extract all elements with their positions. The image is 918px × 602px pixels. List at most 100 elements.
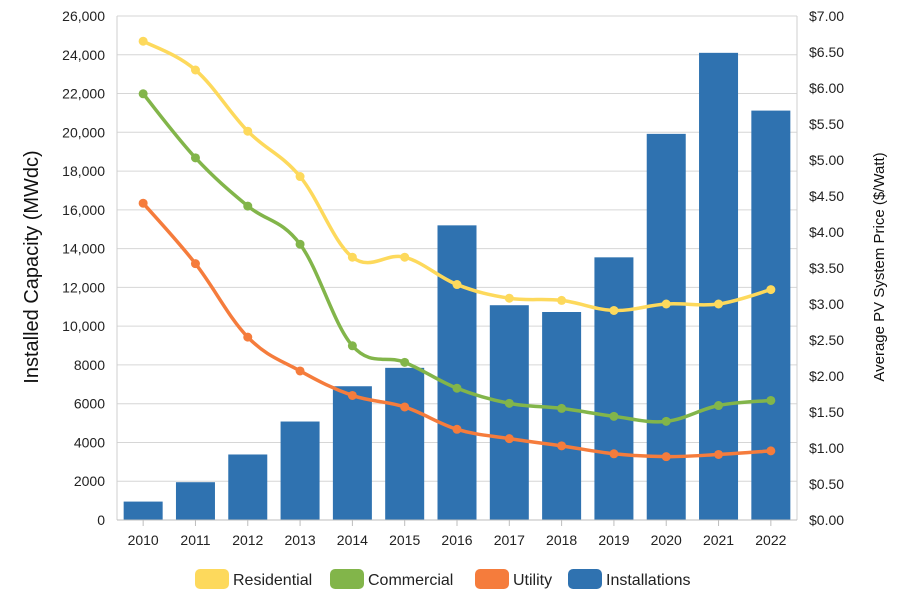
utility-legend-label: Utility: [513, 572, 552, 589]
left-tick-label: 10,000: [62, 318, 105, 334]
right-tick-label: $2.00: [809, 368, 844, 384]
legend: Residential Commercial Utility Installation…: [195, 569, 691, 589]
installation-bar: [123, 501, 163, 520]
x-tick-label: 2015: [389, 532, 420, 548]
commercial-price-point: [661, 416, 671, 426]
x-tick-label: 2012: [232, 532, 263, 548]
commercial-price-point: [452, 383, 462, 393]
commercial-price-point: [295, 239, 305, 249]
utility-price-point: [557, 441, 567, 451]
left-axis-title: Installed Capacity (MWdc): [21, 150, 43, 383]
commercial-price-point: [400, 357, 410, 367]
commercial-price-point: [347, 341, 357, 351]
residential-legend-label: Residential: [233, 572, 312, 589]
x-tick-label: 2018: [546, 532, 577, 548]
residential-price-point: [766, 285, 776, 295]
utility-price-point: [347, 390, 357, 400]
commercial-price-point: [138, 89, 148, 99]
residential-price-point: [243, 126, 253, 136]
utility-price-point: [138, 198, 148, 208]
utility-price-point: [504, 434, 514, 444]
left-tick-label: 18,000: [62, 163, 105, 179]
left-tick-label: 16,000: [62, 202, 105, 218]
right-tick-label: $1.00: [809, 440, 844, 456]
installation-bar: [332, 386, 372, 520]
left-tick-label: 8000: [74, 357, 105, 373]
installation-bar: [699, 52, 739, 520]
right-tick-label: $6.50: [809, 44, 844, 60]
residential-price-point: [557, 295, 567, 305]
installations-legend-label: Installations: [606, 572, 691, 589]
left-tick-label: 20,000: [62, 124, 105, 140]
installation-bar: [437, 225, 477, 520]
residential-price-point: [400, 252, 410, 262]
utility-price-point: [609, 449, 619, 459]
utility-price-point: [452, 424, 462, 434]
installation-bar: [489, 305, 529, 520]
right-tick-label: $1.50: [809, 404, 844, 420]
utility-price-point: [295, 366, 305, 376]
utility-price-point: [714, 449, 724, 459]
right-tick-label: $6.00: [809, 80, 844, 96]
left-tick-label: 22,000: [62, 86, 105, 102]
right-tick-label: $3.00: [809, 296, 844, 312]
installation-bar: [542, 312, 582, 520]
commercial-legend-swatch: [330, 569, 364, 589]
installation-bar: [385, 367, 425, 520]
right-tick-label: $5.00: [809, 152, 844, 168]
utility-price-point: [400, 402, 410, 412]
right-axis-title: Average PV System Price ($/Watt): [871, 152, 888, 381]
x-axis-ticks: 2010 2011 2012 2013 2014 2015 2016 2017 2018 2019…: [128, 520, 787, 548]
left-tick-label: 6000: [74, 396, 105, 412]
residential-price-point: [138, 36, 148, 46]
left-tick-label: 12,000: [62, 279, 105, 295]
residential-price-point: [347, 252, 357, 262]
installation-bar: [751, 110, 791, 520]
x-tick-label: 2020: [651, 532, 682, 548]
utility-price-point: [766, 446, 776, 456]
x-tick-label: 2019: [598, 532, 629, 548]
right-tick-label: $4.00: [809, 224, 844, 240]
commercial-price-point: [609, 411, 619, 421]
commercial-legend-label: Commercial: [368, 572, 453, 589]
residential-price-point: [295, 172, 305, 182]
residential-price-point: [609, 305, 619, 315]
right-tick-label: $0.50: [809, 476, 844, 492]
commercial-price-point: [243, 201, 253, 211]
commercial-price-point: [190, 153, 200, 163]
residential-price-point: [661, 299, 671, 309]
price-lines: [138, 36, 776, 462]
installation-bar: [280, 421, 320, 520]
x-tick-label: 2021: [703, 532, 734, 548]
right-tick-label: $7.00: [809, 8, 844, 24]
x-tick-label: 2011: [180, 532, 210, 548]
installation-bar: [594, 257, 634, 520]
commercial-price-point: [766, 395, 776, 405]
x-tick-label: 2016: [441, 532, 472, 548]
installation-bar: [175, 482, 215, 520]
residential-price-point: [452, 280, 462, 290]
left-tick-label: 2000: [74, 473, 105, 489]
left-tick-label: 26,000: [62, 8, 105, 24]
x-tick-label: 2010: [128, 532, 159, 548]
x-tick-label: 2014: [337, 532, 368, 548]
commercial-price-point: [714, 401, 724, 411]
utility-legend-swatch: [475, 569, 509, 589]
residential-price-point: [190, 65, 200, 75]
installations-legend-swatch: [568, 569, 602, 589]
x-tick-label: 2013: [284, 532, 315, 548]
installation-bar: [228, 454, 268, 520]
left-axis-ticks: 0 2000 4000 6000 8000 10,000 12,000 14,000 16,00…: [62, 8, 105, 528]
right-axis-ticks: $0.00 $0.50 $1.00 $1.50 $2.00 $2.50 $3.00 $3.50…: [809, 8, 844, 528]
utility-price-point: [661, 452, 671, 462]
right-tick-label: $4.50: [809, 188, 844, 204]
right-tick-label: $0.00: [809, 512, 844, 528]
left-tick-label: 4000: [74, 434, 105, 450]
right-tick-label: $5.50: [809, 116, 844, 132]
utility-price-point: [243, 332, 253, 342]
commercial-price-point: [557, 403, 567, 413]
residential-price-point: [504, 293, 514, 303]
left-tick-label: 14,000: [62, 241, 105, 257]
residential-legend-swatch: [195, 569, 229, 589]
